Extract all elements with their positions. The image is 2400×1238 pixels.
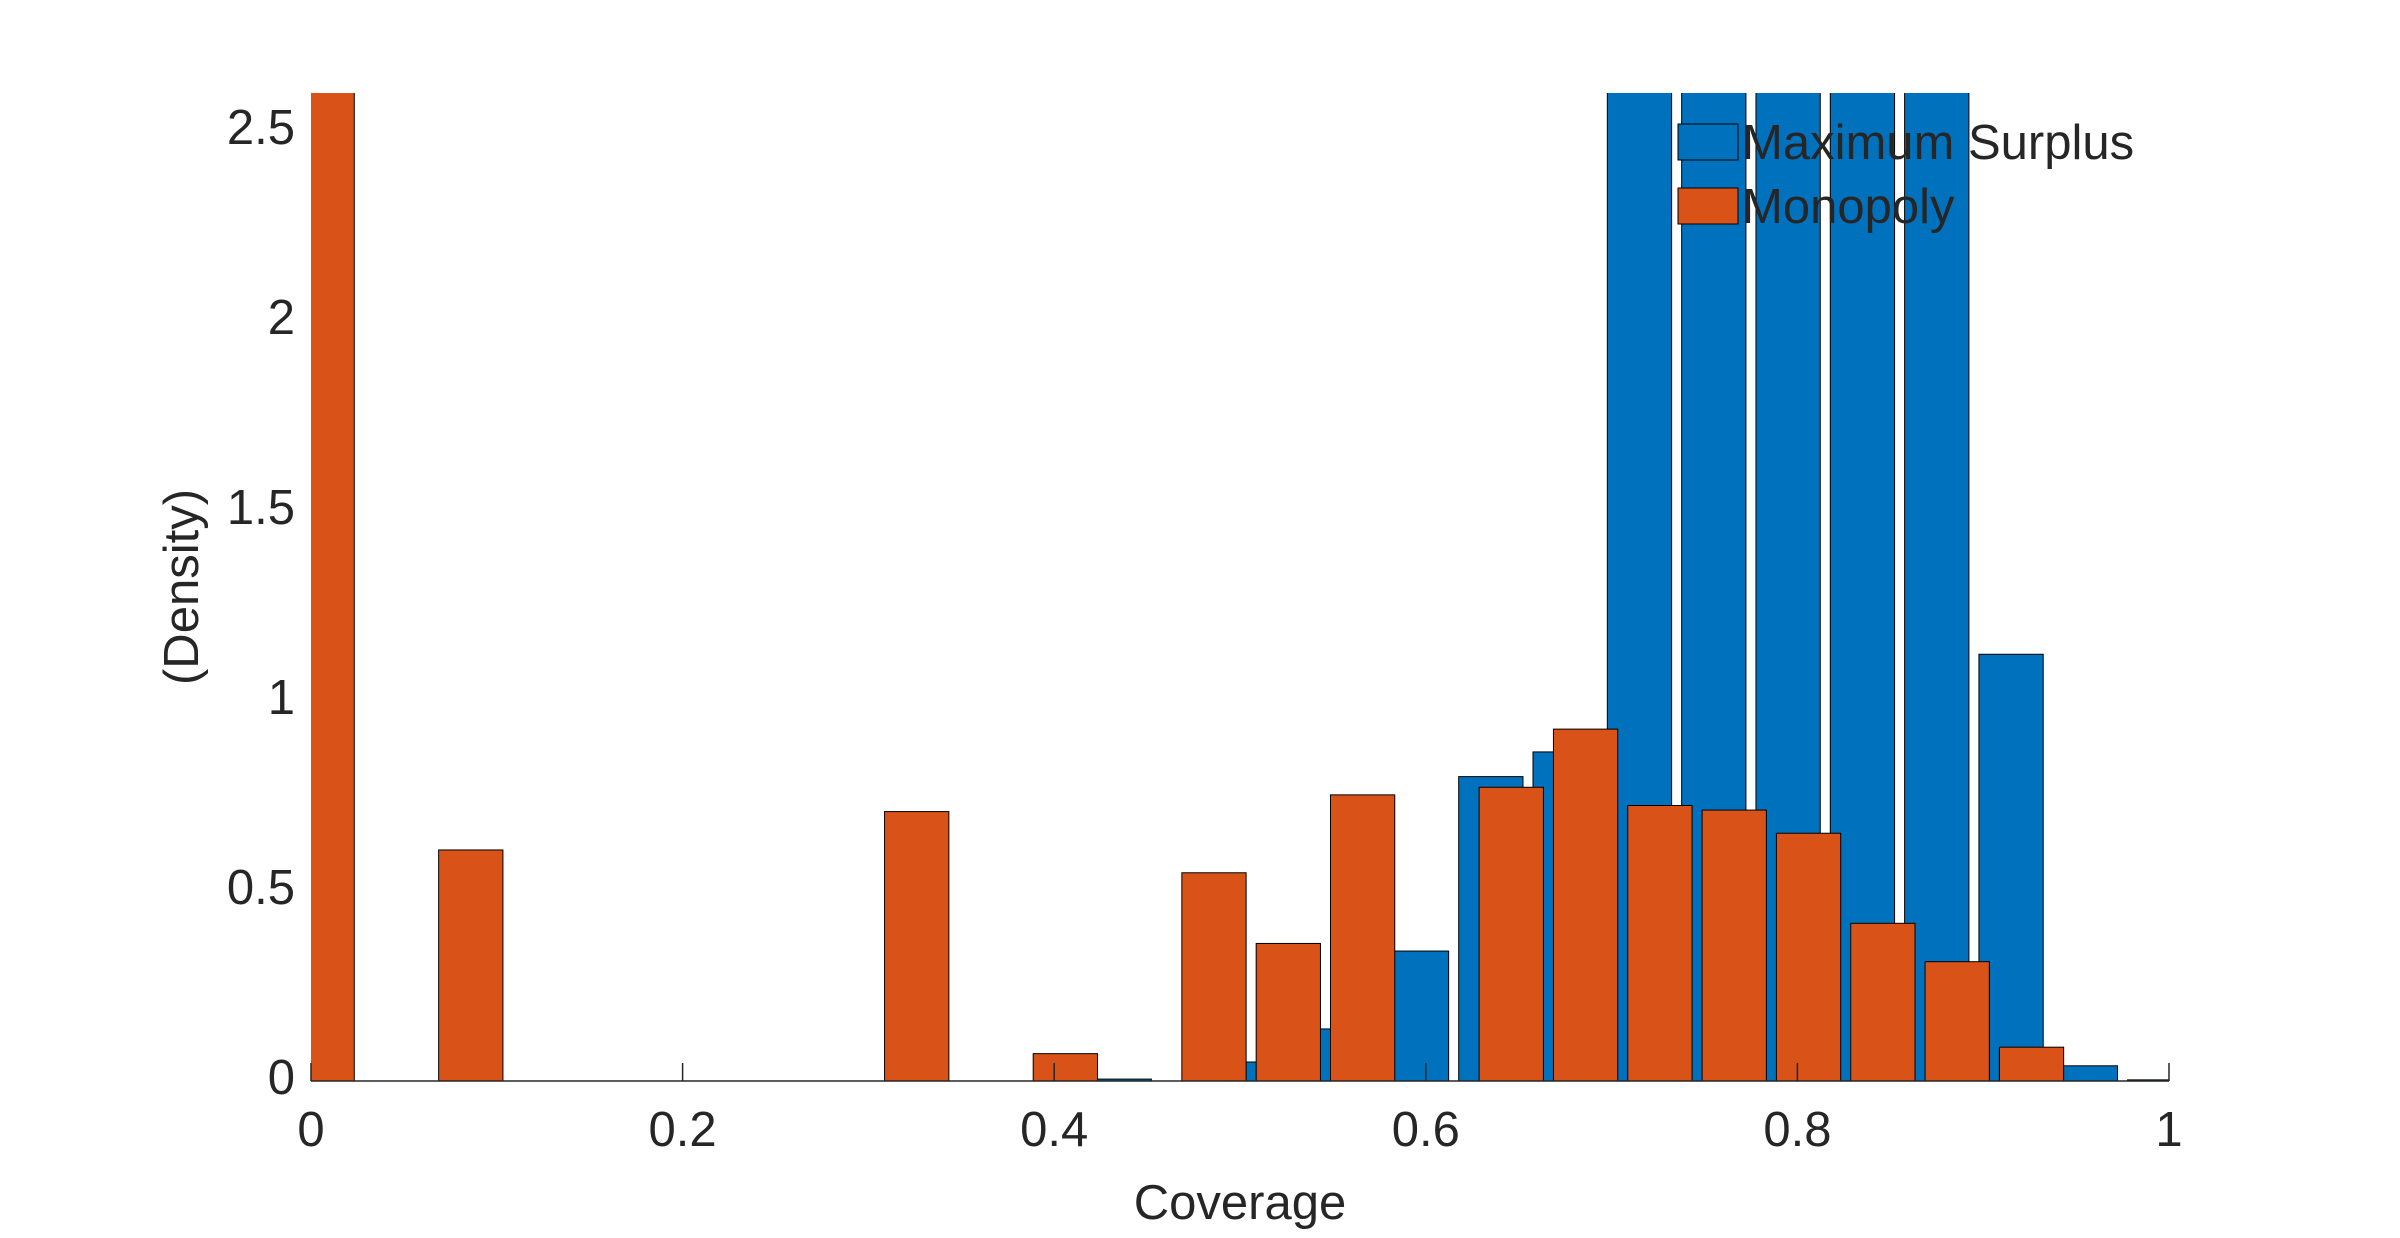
legend-swatch [1677,123,1739,161]
x-tick-label: 0 [297,1103,324,1157]
bar [1255,942,1321,1081]
x-axis-label: Coverage [1134,1176,1346,1230]
bar [311,93,355,1081]
y-tick-label: 1.5 [227,481,295,535]
y-axis-label: (Density) [155,489,209,685]
legend-label: Maximum Surplus [1742,116,2134,170]
x-tick-label: 1 [2155,1103,2182,1157]
y-tick-label: 1 [268,671,295,725]
y-tick-label: 2 [268,291,295,345]
bar [1701,809,1767,1081]
y-tick-label: 0 [268,1051,295,1105]
bar [1850,922,1916,1081]
y-tick-label: 2.5 [227,101,295,155]
x-tick-label: 0.2 [649,1103,717,1157]
plot-area [311,93,2169,1081]
bar [1627,805,1693,1081]
bar [1181,872,1247,1081]
bar [1478,786,1544,1081]
bar [1552,728,1619,1081]
bar [884,811,950,1081]
bar [1998,1046,2065,1081]
bar [1032,1053,1098,1081]
legend-swatch [1677,187,1739,225]
bar [1329,794,1396,1081]
bar [438,849,504,1081]
legend-label: Monopoly [1742,180,1955,234]
x-tick-label: 0.8 [1763,1103,1831,1157]
x-tick-label: 0.4 [1020,1103,1088,1157]
bar [1924,961,1990,1081]
y-tick-label: 0.5 [227,861,295,915]
bar [1904,93,1970,1081]
x-tick-label: 0.6 [1392,1103,1460,1157]
bar [1775,832,1842,1081]
